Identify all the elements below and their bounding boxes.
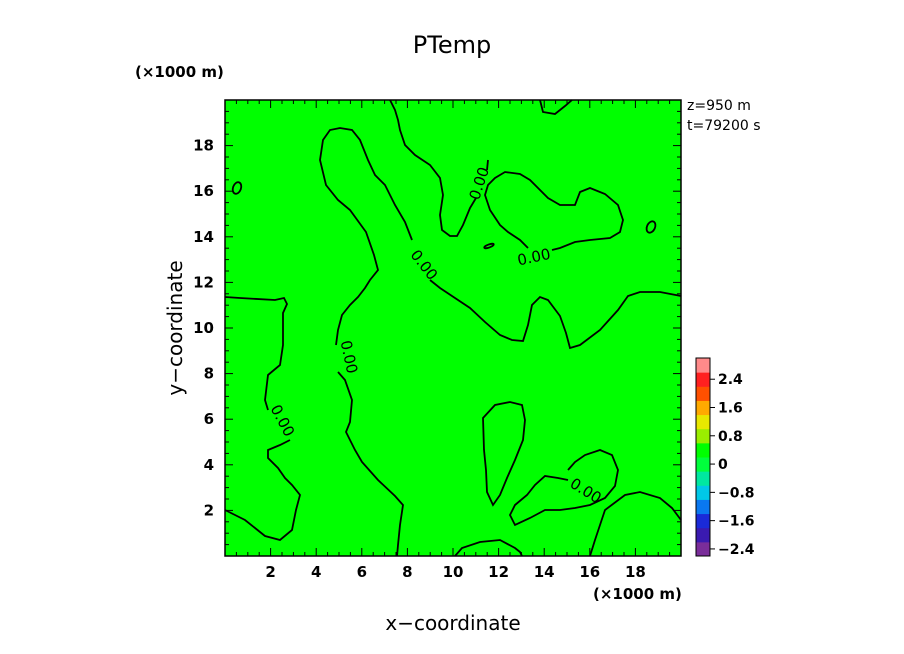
x-tick-label: 8	[402, 563, 412, 581]
colorbar-label: 0	[718, 457, 728, 473]
colorbar-swatch	[696, 457, 710, 472]
y-tick-label: 10	[193, 319, 214, 337]
colorbar-label: −1.6	[718, 514, 755, 530]
colorbar-swatch	[696, 428, 710, 444]
colorbar-swatch	[696, 499, 710, 515]
contour-line	[454, 539, 523, 557]
contour-line	[482, 401, 526, 507]
colorbar-swatch	[696, 386, 710, 401]
colorbar-swatch	[696, 485, 710, 500]
colorbar-swatch	[696, 513, 710, 529]
contour-line	[319, 127, 413, 346]
y-tick-label: 14	[193, 228, 214, 246]
colorbar-frame	[695, 357, 711, 557]
contour-line	[389, 99, 477, 237]
y-tick-label: 4	[204, 456, 214, 474]
field-area	[225, 100, 681, 556]
y-tick-label: 18	[193, 137, 214, 155]
x-axis-title: x−coordinate	[385, 611, 520, 635]
colorbar-label: −0.8	[718, 485, 755, 501]
chart-title: PTemp	[413, 31, 491, 59]
y-tick-label: 6	[204, 410, 214, 428]
colorbar-label: 2.4	[718, 372, 743, 388]
plot-frame	[224, 99, 682, 557]
axis-tick-labels: 2 4 6 8 10 12 14 16 18 2 4 6 8 10 12 14 16 18	[193, 137, 646, 581]
colorbar-swatch	[696, 372, 710, 387]
contour-line	[486, 159, 489, 171]
contour-loop	[231, 181, 243, 195]
y-tick-label: 8	[204, 365, 214, 383]
colorbar-label: 1.6	[718, 401, 743, 417]
y-unit-label: (×1000 m)	[135, 63, 224, 81]
y-axis-title: y−coordinate	[163, 260, 187, 395]
contour-line	[429, 279, 682, 350]
contour-line	[484, 171, 624, 251]
colorbar-swatch	[696, 442, 710, 458]
contour-line	[224, 439, 301, 541]
colorbar-swatch	[696, 471, 710, 486]
colorbar-swatch	[696, 414, 710, 430]
contour-line	[508, 449, 619, 527]
colorbar-swatch	[696, 400, 710, 416]
contour-line	[589, 491, 682, 557]
x-tick-label: 14	[534, 563, 555, 581]
contour-loop	[645, 220, 657, 234]
x-tick-label: 18	[625, 563, 646, 581]
colorbar-label: −2.4	[718, 542, 755, 558]
contour-line	[337, 371, 404, 557]
info-t: t=79200 s	[687, 118, 761, 134]
contour-line	[224, 296, 288, 411]
x-tick-label: 6	[357, 563, 367, 581]
x-tick-label: 10	[443, 563, 464, 581]
x-tick-label: 12	[488, 563, 509, 581]
y-tick-label: 16	[193, 182, 214, 200]
colorbar	[695, 357, 715, 557]
x-tick-label: 16	[579, 563, 600, 581]
contour-loop	[483, 242, 495, 250]
y-tick-label: 2	[204, 501, 214, 519]
colorbar-swatch	[696, 527, 710, 543]
info-z: z=950 m	[687, 98, 751, 114]
x-unit-label: (×1000 m)	[593, 585, 682, 603]
colorbar-labels: 2.4 1.6 0.8 0 −0.8 −1.6 −2.4	[718, 372, 755, 558]
y-tick-label: 12	[193, 273, 214, 291]
colorbar-label: 0.8	[718, 429, 743, 445]
x-tick-label: 4	[311, 563, 321, 581]
colorbar-swatch	[696, 358, 710, 373]
colorbar-swatch	[696, 541, 710, 557]
contour-lines	[224, 99, 682, 557]
x-tick-label: 2	[265, 563, 275, 581]
